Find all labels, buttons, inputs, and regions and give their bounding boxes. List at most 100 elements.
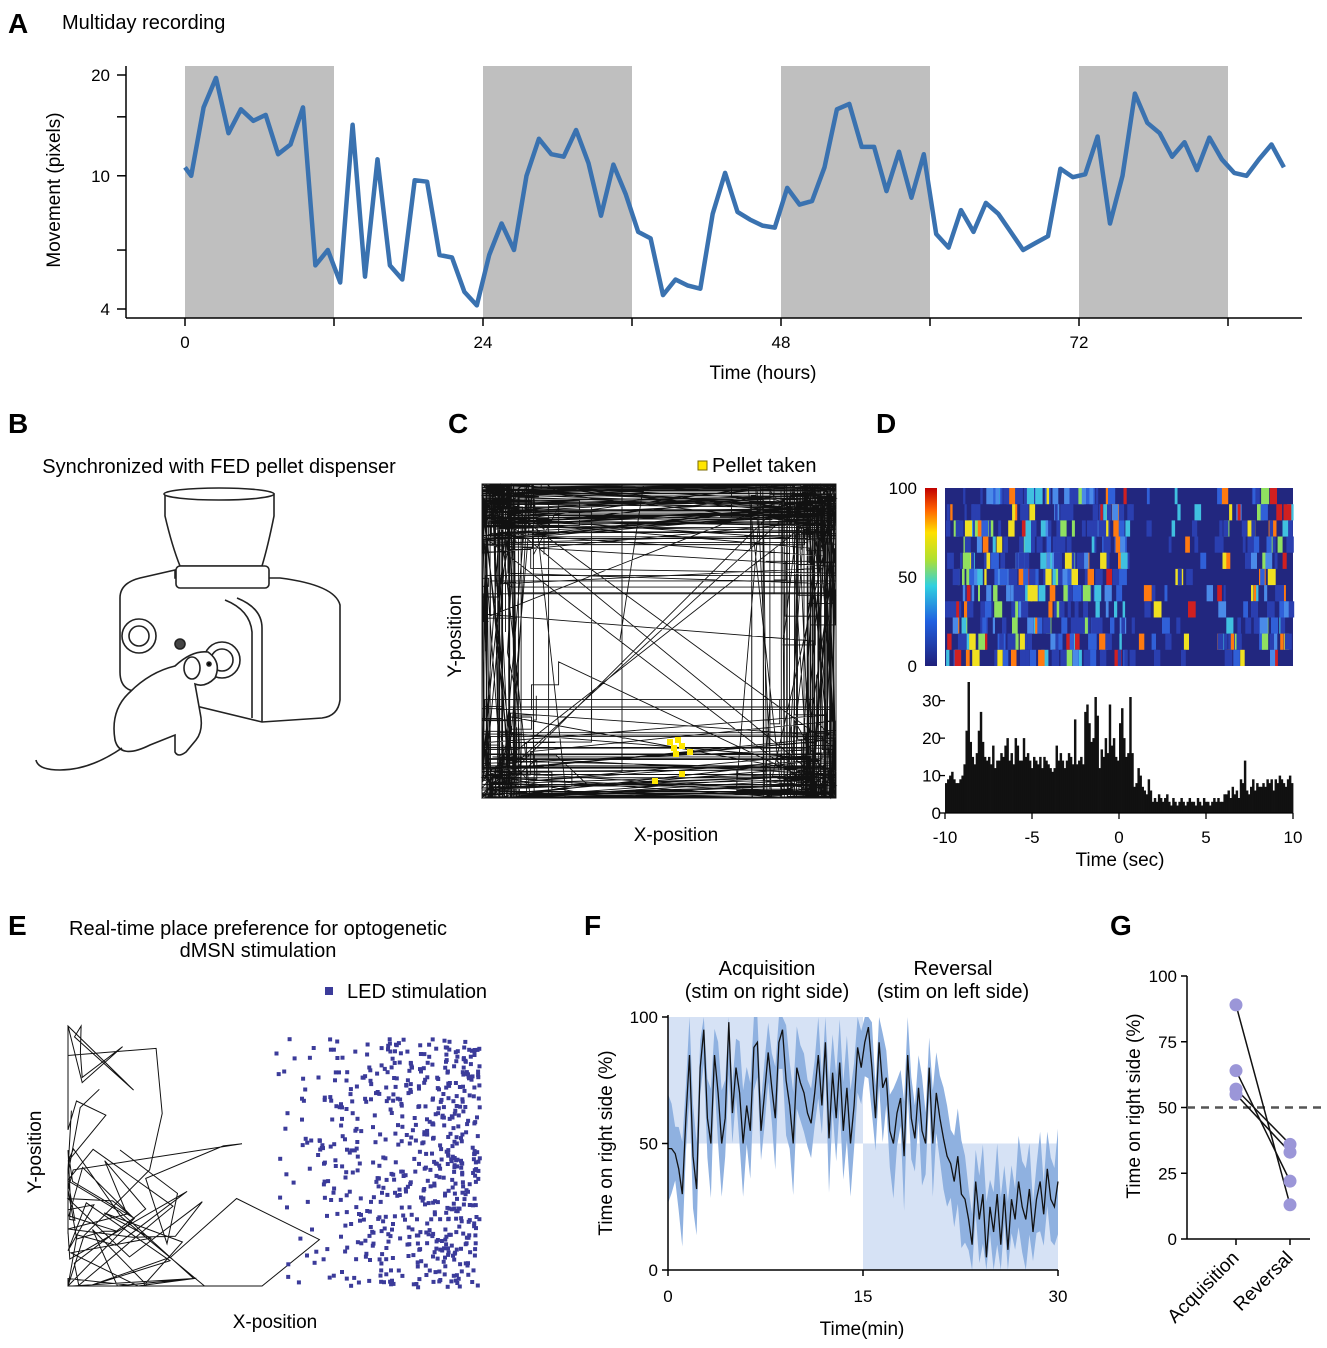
led-point — [411, 1253, 416, 1258]
led-point — [345, 1070, 350, 1075]
panel-e-title-2: dMSN stimulation — [180, 940, 337, 962]
hist-bar — [1284, 786, 1288, 813]
led-point — [379, 1046, 384, 1051]
led-point — [355, 1240, 360, 1245]
heatmap-cell — [986, 552, 991, 569]
heatmap-cell — [1114, 601, 1118, 618]
led-point — [455, 1054, 460, 1059]
led-point — [424, 1151, 429, 1156]
a-xlabel: Time (hours) — [710, 363, 817, 384]
led-point — [467, 1047, 472, 1052]
heatmap-cell — [1099, 633, 1106, 650]
led-point — [464, 1130, 469, 1135]
led-point — [462, 1197, 467, 1202]
heatmap-cell — [1237, 617, 1241, 634]
heatmap-cell — [1030, 536, 1035, 553]
led-point — [461, 1056, 466, 1061]
heatmap-cell — [1162, 617, 1170, 634]
hist-bar — [990, 764, 993, 813]
hist-bar — [1188, 798, 1192, 813]
led-point — [343, 1249, 348, 1254]
night-block-1 — [483, 66, 632, 318]
heatmap-cell — [1260, 568, 1265, 586]
heatmap-cell — [1233, 649, 1240, 666]
cbar-tick-0: 0 — [908, 657, 917, 676]
a-xtick-label-0: 0 — [180, 333, 189, 352]
mouse-eye — [206, 661, 212, 667]
heatmap-cell — [1253, 601, 1256, 618]
led-point — [344, 1107, 349, 1111]
led-point — [437, 1269, 442, 1274]
hist-bar — [1239, 779, 1243, 813]
led-point — [286, 1274, 291, 1279]
led-point — [444, 1058, 449, 1063]
led-point — [316, 1153, 321, 1157]
heatmap-cell — [1027, 617, 1034, 634]
led-point — [449, 1157, 454, 1162]
led-point — [369, 1082, 374, 1087]
led-point — [419, 1195, 423, 1200]
led-point — [467, 1076, 471, 1081]
heatmap-cell — [1094, 585, 1102, 602]
led-point — [455, 1196, 459, 1201]
led-point — [430, 1234, 435, 1239]
g-ytick-label-2: 50 — [1158, 1099, 1177, 1118]
led-point — [471, 1171, 476, 1175]
heatmap-cell — [1083, 601, 1088, 618]
led-point — [452, 1169, 457, 1174]
led-point — [444, 1234, 449, 1239]
led-point — [322, 1179, 327, 1184]
heatmap-cell — [1036, 617, 1043, 634]
heatmap-cell — [989, 520, 994, 537]
led-point — [474, 1215, 479, 1219]
led-point — [442, 1272, 447, 1277]
heatmap-cell — [1245, 552, 1252, 569]
pair-line-3 — [1235, 1093, 1291, 1153]
heatmap-cell — [1030, 585, 1038, 602]
g-ytick-label-1: 25 — [1158, 1164, 1177, 1183]
led-point — [397, 1187, 402, 1192]
hist-bar — [949, 775, 952, 813]
heatmap-cell — [994, 649, 998, 666]
hist-bar — [1286, 779, 1290, 813]
led-point — [347, 1189, 352, 1194]
heatmap-cell — [1108, 488, 1116, 505]
led-point — [382, 1280, 386, 1285]
led-point — [454, 1059, 459, 1064]
led-point — [475, 1283, 480, 1288]
heatmap-cell — [1082, 585, 1091, 602]
heatmap-cell — [1165, 633, 1172, 650]
led-point — [350, 1099, 355, 1104]
heatmap-cell — [1048, 601, 1053, 618]
led-point — [446, 1250, 451, 1255]
led-point — [454, 1158, 459, 1163]
led-point — [355, 1154, 360, 1159]
heatmap-cell — [1270, 536, 1276, 553]
led-point — [409, 1135, 414, 1140]
hist-bar — [1039, 756, 1042, 813]
reversal-point-0 — [1283, 1198, 1297, 1212]
led-point — [465, 1263, 470, 1268]
heatmap-cell — [963, 488, 966, 505]
heatmap-cell — [967, 601, 974, 618]
heatmap-cell — [1094, 536, 1097, 553]
hist-bar — [1256, 783, 1259, 813]
heatmap-cell — [1257, 504, 1265, 521]
heatmap-cell — [998, 488, 1002, 505]
heatmap-cell — [971, 552, 974, 569]
led-point — [406, 1254, 411, 1258]
peri-event-histogram — [945, 682, 1294, 813]
pellet-markers — [652, 737, 693, 784]
led-point — [425, 1241, 430, 1246]
led-point — [363, 1238, 368, 1243]
hist-bar — [1174, 801, 1177, 813]
led-point — [396, 1142, 401, 1147]
led-point — [425, 1221, 430, 1226]
led-point — [452, 1111, 457, 1116]
led-point — [468, 1054, 473, 1059]
led-point — [285, 1205, 289, 1210]
heatmap-cell — [1106, 504, 1112, 521]
reversal-point-1 — [1283, 1174, 1297, 1188]
hist-bar — [1194, 805, 1198, 813]
led-point — [335, 1211, 340, 1216]
